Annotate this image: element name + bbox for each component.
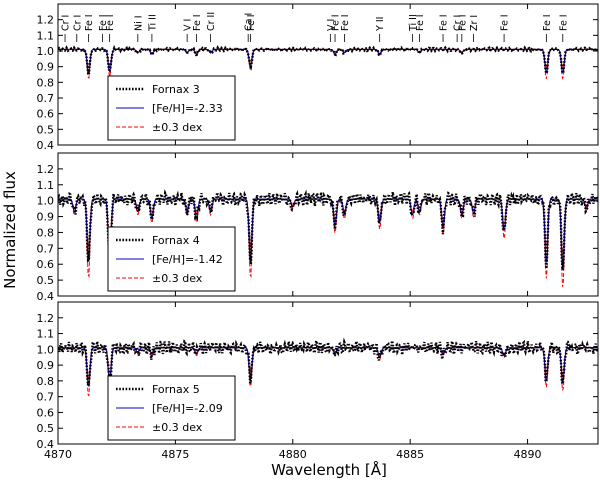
- y-tick-label: 1.2: [37, 14, 55, 27]
- legend-label: [Fe/H]=-2.33: [152, 102, 223, 115]
- line-id-label: Cr I: [72, 15, 83, 31]
- x-tick-label: 4870: [44, 448, 72, 461]
- line-id-label: Fe I: [98, 14, 109, 31]
- legend: Fornax 3 [Fe/H]=-2.33 ±0.3 dex: [107, 75, 236, 141]
- line-id-label: Ni I: [133, 15, 144, 31]
- observed-series: [58, 44, 598, 78]
- x-axis-label: Wavelength [Å]: [271, 460, 387, 479]
- line-id-label: V I: [326, 19, 337, 31]
- y-tick-label: 0.4: [37, 438, 55, 451]
- x-tick-label: 4885: [396, 448, 424, 461]
- line-id-label: Ti II: [408, 14, 419, 32]
- observed-series: [58, 189, 598, 271]
- line-id-label: Ca I: [244, 13, 255, 31]
- y-tick-label: 1.1: [37, 328, 55, 341]
- line-id-label: V I: [183, 19, 194, 31]
- y-tick-label: 0.8: [37, 76, 55, 89]
- legend-label: Fornax 3: [152, 83, 200, 96]
- x-tick-label: 4890: [514, 448, 542, 461]
- y-tick-label: 0.7: [37, 391, 55, 404]
- line-id-label: Fe I: [439, 14, 450, 31]
- line-id-label: Cr I: [453, 15, 464, 31]
- line-id-label: Fe I: [542, 14, 553, 31]
- line-id-label: Fe I: [192, 14, 203, 31]
- line-id-label: Fe I: [415, 14, 426, 31]
- line-id-label: Fe I: [558, 14, 569, 31]
- y-tick-label: 0.8: [37, 375, 55, 388]
- y-tick-label: 1.2: [37, 163, 55, 176]
- legend-label: Fornax 4: [152, 234, 200, 247]
- y-tick-label: 0.5: [37, 422, 55, 435]
- y-tick-label: 0.4: [37, 139, 55, 152]
- legend-label: [Fe/H]=-2.09: [152, 402, 223, 415]
- line-id-label: Fe I: [331, 14, 342, 31]
- panel-frame: [57, 152, 599, 297]
- y-tick-label: 1.2: [37, 312, 55, 325]
- y-tick-label: 1.1: [37, 179, 55, 192]
- y-tick-label: 0.4: [37, 290, 55, 303]
- line-id-label: Fe I: [340, 14, 351, 31]
- y-axis-label: Normalized flux: [1, 171, 19, 289]
- legend-label: ±0.3 dex: [152, 121, 203, 134]
- line-id-label: Ti II: [147, 14, 158, 32]
- y-tick-label: 0.7: [37, 242, 55, 255]
- legend-label: Fornax 5: [152, 383, 200, 396]
- y-tick-label: 1.0: [37, 45, 55, 58]
- panel-frame: [57, 301, 599, 445]
- y-tick-label: 0.9: [37, 211, 55, 224]
- legend-label: ±0.3 dex: [152, 272, 203, 285]
- line-id-label: Fe I: [246, 14, 257, 31]
- legend-label: ±0.3 dex: [152, 421, 203, 434]
- y-tick-label: 0.6: [37, 406, 55, 419]
- line-id-label: Zr I: [469, 15, 480, 31]
- line-id-label: Cr I: [61, 15, 72, 31]
- y-tick-label: 1.1: [37, 29, 55, 42]
- panel-2: 0.4 0.5 0.6 0.7 0.8 0.9 1.0 1.1 1.2 Fornax 4 [Fe/H…: [37, 152, 599, 303]
- line-id-label: Cr II: [206, 12, 217, 31]
- legend: Fornax 5 [Fe/H]=-2.09 ±0.3 dex: [107, 375, 236, 441]
- panel-3: 0.4 0.5 0.6 0.7 0.8 0.9 1.0 1.1 1.2 4870 4875 4880 4…: [37, 301, 599, 461]
- y-tick-label: 0.9: [37, 61, 55, 74]
- legend-label: [Fe/H]=-1.42: [152, 253, 223, 266]
- model-series: [58, 48, 598, 74]
- y-tick-label: 0.5: [37, 274, 55, 287]
- y-tick-label: 0.6: [37, 108, 55, 121]
- y-tick-label: 0.5: [37, 123, 55, 136]
- x-tick-label: 4875: [161, 448, 189, 461]
- observed-series: [58, 337, 598, 386]
- line-id-label: Fe I: [105, 14, 116, 31]
- y-tick-label: 0.8: [37, 226, 55, 239]
- x-tick-label: 4880: [279, 448, 307, 461]
- y-tick-label: 0.6: [37, 258, 55, 271]
- offset-high-series: [58, 48, 598, 80]
- line-id-label: Fe I: [84, 14, 95, 31]
- legend: Fornax 4 [Fe/H]=-1.42 ±0.3 dex: [107, 226, 236, 292]
- line-id-label: Y II: [375, 17, 386, 32]
- y-tick-label: 0.7: [37, 92, 55, 105]
- y-tick-label: 1.0: [37, 195, 55, 208]
- y-tick-label: 1.0: [37, 343, 55, 356]
- line-id-label: Fe I: [500, 14, 511, 31]
- panel-frame: [57, 3, 599, 146]
- line-id-label: Fe I: [457, 14, 468, 31]
- y-tick-label: 0.9: [37, 359, 55, 372]
